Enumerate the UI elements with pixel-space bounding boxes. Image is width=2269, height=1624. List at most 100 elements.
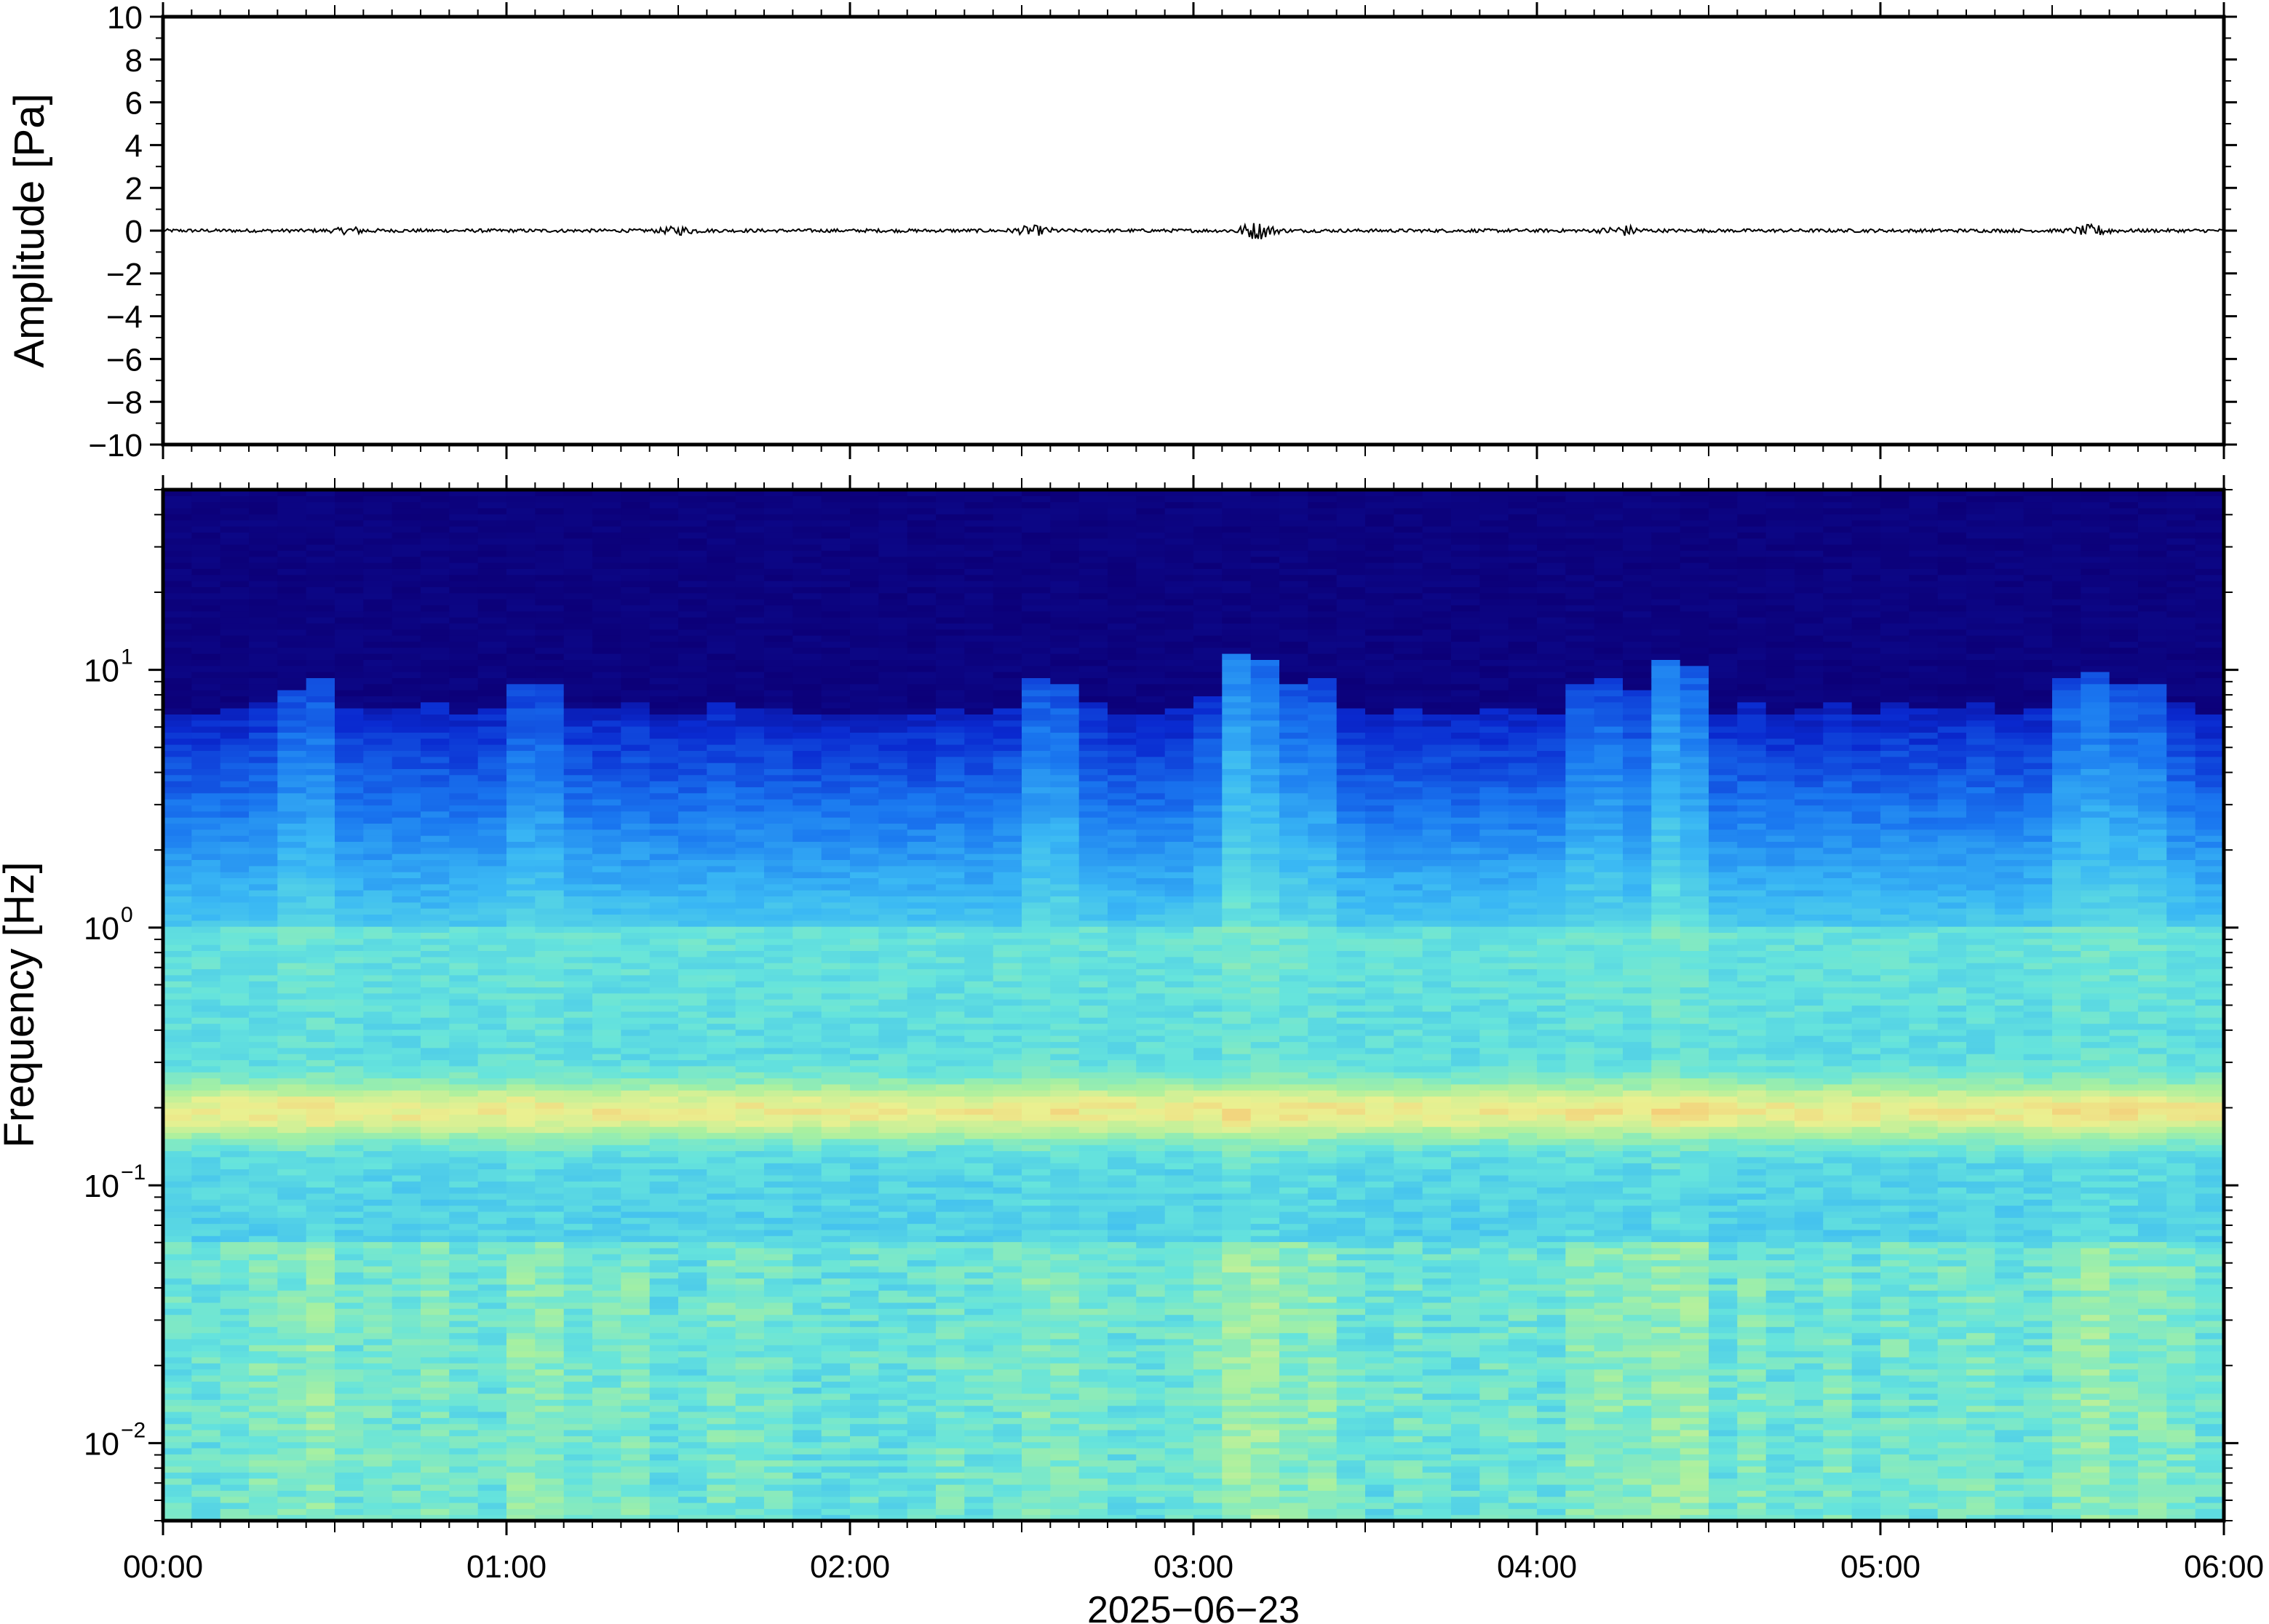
- spectrogram-cell: [878, 1387, 908, 1394]
- spectrogram-cell: [335, 1035, 364, 1043]
- spectrogram-cell: [535, 677, 565, 685]
- spectrogram-cell: [907, 1211, 937, 1218]
- spectrogram-cell: [936, 501, 965, 509]
- spectrogram-cell: [335, 690, 364, 696]
- spectrogram-cell: [477, 605, 507, 612]
- spectrogram-cell: [936, 1283, 965, 1291]
- spectrogram-cell: [764, 1308, 793, 1315]
- spectrogram-cell: [335, 1029, 364, 1036]
- spectrogram-cell: [249, 981, 278, 988]
- spectrogram-cell: [306, 829, 335, 836]
- spectrogram-cell: [878, 1193, 908, 1200]
- spectrogram-cell: [878, 853, 908, 860]
- spectrogram-cell: [191, 720, 221, 727]
- spectrogram-cell: [621, 890, 651, 896]
- spectrogram-cell: [764, 750, 793, 757]
- spectrogram-cell: [335, 1017, 364, 1024]
- spectrogram-cell: [936, 1369, 965, 1376]
- spectrogram-cell: [707, 550, 736, 557]
- spectrogram-cell: [249, 1441, 278, 1449]
- spectrogram-cell: [936, 653, 965, 660]
- spectrogram-cell: [477, 1229, 507, 1236]
- spectrogram-cell: [163, 787, 192, 794]
- spectrogram-cell: [363, 792, 393, 800]
- spectrogram-cell: [191, 1350, 221, 1358]
- spectrogram-cell: [220, 1114, 250, 1121]
- spectrogram-cell: [764, 847, 793, 854]
- spectrogram-cell: [220, 756, 250, 763]
- spectrogram-cell: [363, 877, 393, 885]
- spectrogram-cell: [363, 1163, 393, 1170]
- spectrogram-cell: [764, 1375, 793, 1382]
- spectrogram-cell: [306, 1065, 335, 1072]
- spectrogram-cell: [678, 586, 707, 594]
- spectrogram-cell: [563, 1472, 593, 1479]
- spectrogram-cell: [535, 1454, 565, 1461]
- spectrogram-cell: [792, 956, 822, 963]
- spectrogram-cell: [449, 1436, 479, 1443]
- spectrogram-cell: [678, 1132, 707, 1139]
- spectrogram-cell: [392, 701, 421, 709]
- spectrogram-cell: [335, 1041, 364, 1048]
- spectrogram-cell: [678, 732, 707, 739]
- spectrogram-cell: [707, 1417, 736, 1425]
- spectrogram-cell: [735, 999, 765, 1006]
- spectrogram-cell: [678, 556, 707, 563]
- spectrogram-cell: [306, 647, 335, 654]
- spectrogram-cell: [878, 1363, 908, 1370]
- spectrogram-cell: [764, 1241, 793, 1249]
- spectrogram-cell: [821, 1150, 851, 1158]
- spectrogram-cell: [220, 1363, 250, 1370]
- spectrogram-cell: [535, 1078, 565, 1085]
- spectrogram-cell: [678, 908, 707, 915]
- spectrogram-cell: [649, 520, 679, 527]
- spectrogram-cell: [592, 714, 621, 721]
- spectrogram-cell: [764, 1102, 793, 1109]
- spectrogram-cell: [850, 1332, 879, 1340]
- spectrogram-cell: [449, 859, 479, 867]
- spectrogram-cell: [277, 872, 307, 878]
- spectrogram-cell: [392, 1023, 421, 1030]
- spectrogram-cell: [821, 1466, 851, 1473]
- spectrogram-cell: [563, 1369, 593, 1376]
- spectrogram-cell: [506, 738, 536, 745]
- spectrogram-cell: [277, 1138, 307, 1145]
- spectrogram-cell: [792, 1399, 822, 1406]
- spectrogram-cell: [363, 732, 393, 739]
- spectrogram-cell: [535, 1326, 565, 1334]
- spectrogram-cell: [563, 1023, 593, 1030]
- spectrogram-cell: [821, 1265, 851, 1273]
- spectrogram-cell: [535, 1387, 565, 1394]
- spectrogram-cell: [678, 1145, 707, 1152]
- spectrogram-cell: [220, 829, 250, 836]
- spectrogram-cell: [220, 1241, 250, 1249]
- spectrogram-cell: [477, 592, 507, 600]
- spectrogram-cell: [506, 665, 536, 672]
- spectrogram-cell: [821, 974, 851, 982]
- spectrogram-cell: [277, 968, 307, 976]
- spectrogram-cell: [792, 799, 822, 805]
- spectrogram-cell: [764, 1460, 793, 1467]
- spectrogram-cell: [649, 1090, 679, 1097]
- spectrogram-cell: [735, 538, 765, 545]
- spectrogram-cell: [392, 568, 421, 576]
- spectrogram-cell: [220, 514, 250, 521]
- spectrogram-cell: [907, 859, 937, 867]
- spectrogram-cell: [735, 963, 765, 970]
- spectrogram-cell: [649, 774, 679, 781]
- spectrogram-cell: [249, 1247, 278, 1254]
- spectrogram-cell: [477, 963, 507, 970]
- spectrogram-cell: [392, 1096, 421, 1103]
- spectrogram-cell: [249, 1278, 278, 1285]
- spectrogram-cell: [392, 623, 421, 630]
- spectrogram-cell: [792, 1090, 822, 1097]
- spectrogram-cell: [735, 665, 765, 672]
- spectrogram-cell: [191, 532, 221, 539]
- spectrogram-cell: [421, 1423, 450, 1430]
- spectrogram-cell: [821, 1126, 851, 1134]
- spectrogram-cell: [277, 732, 307, 739]
- spectrogram-cell: [792, 1302, 822, 1309]
- spectrogram-cell: [535, 732, 565, 739]
- spectrogram-cell: [964, 1514, 994, 1521]
- spectrogram-cell: [163, 1314, 192, 1321]
